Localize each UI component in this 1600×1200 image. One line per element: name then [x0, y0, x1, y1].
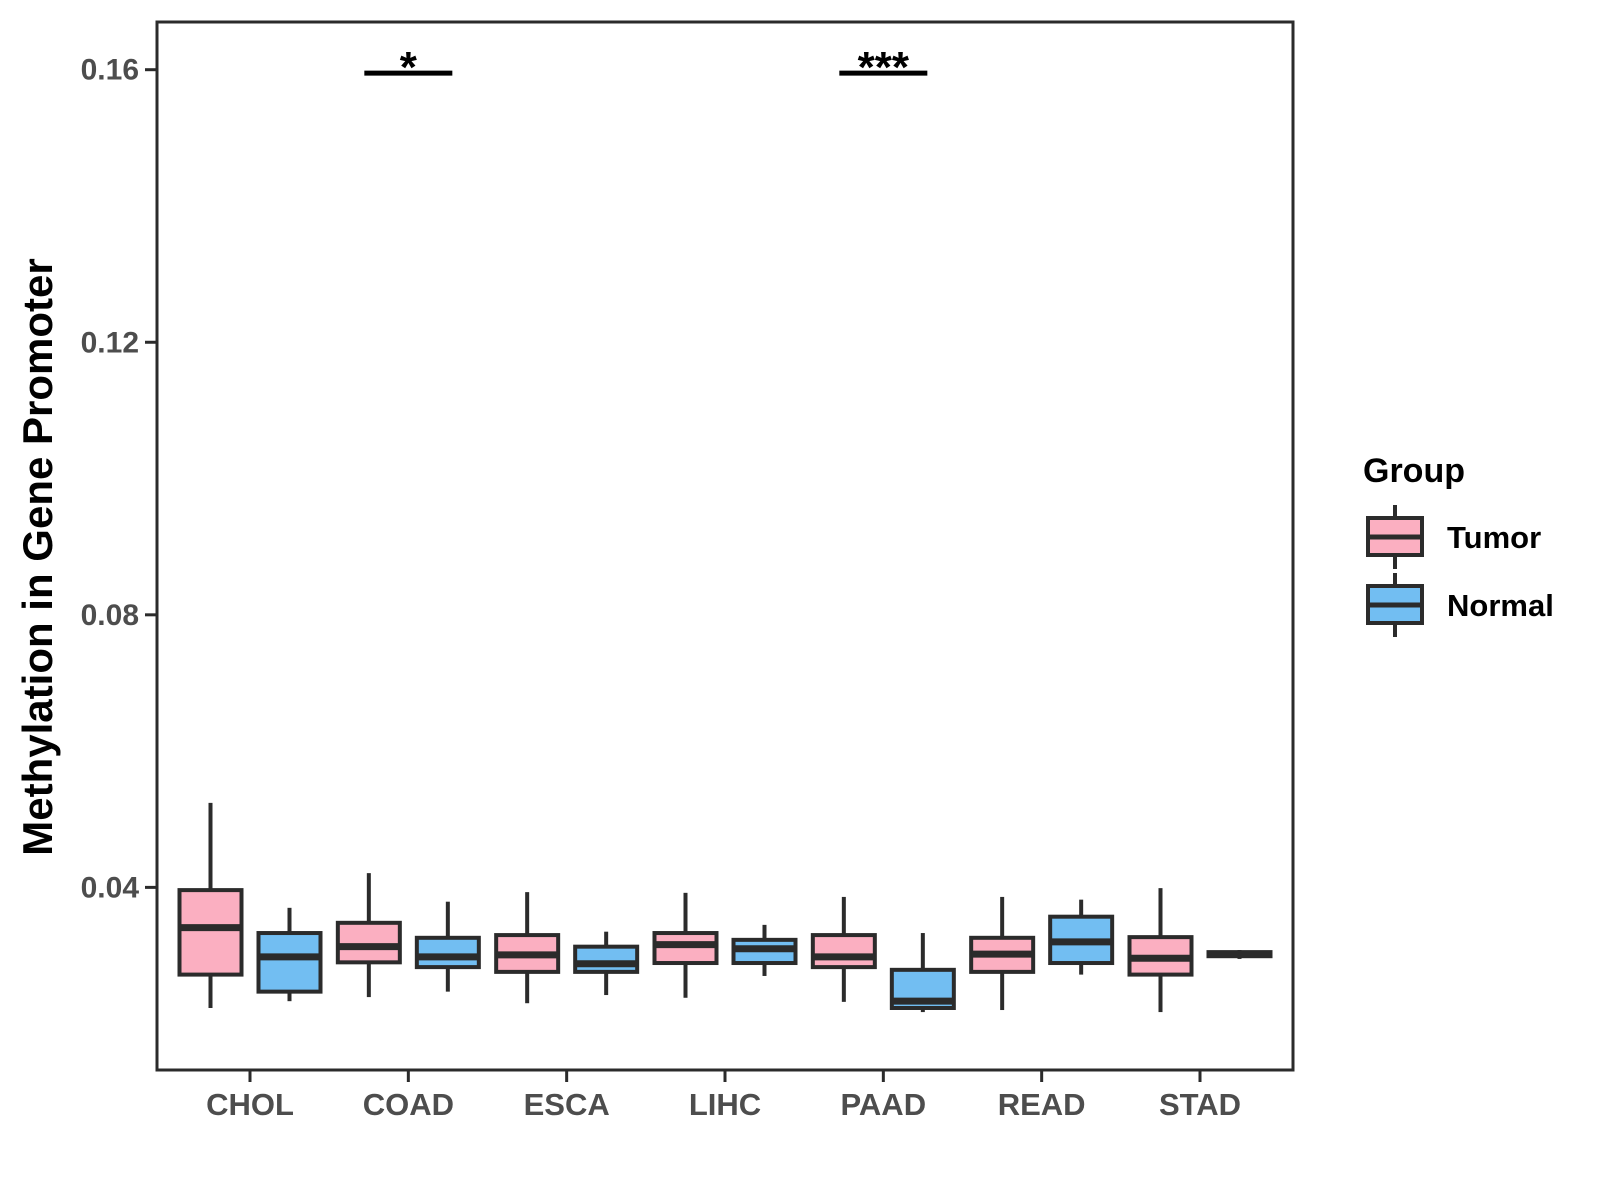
legend-label-normal: Normal — [1447, 588, 1554, 623]
x-axis-label-lihc: LIHC — [689, 1087, 761, 1122]
x-axis-label-stad: STAD — [1159, 1087, 1241, 1122]
significance-label-coad: * — [400, 43, 418, 92]
y-tick-label: 0.16 — [81, 54, 139, 87]
y-tick-label: 0.08 — [81, 599, 139, 632]
box-tumor-coad — [335, 920, 402, 965]
x-axis-label-esca: ESCA — [524, 1087, 610, 1122]
legend-label-tumor: Tumor — [1447, 520, 1541, 555]
significance-label-paad: *** — [858, 43, 910, 92]
box-tumor-chol — [177, 888, 244, 977]
legend-title: Group — [1363, 452, 1465, 490]
x-axis-label-coad: COAD — [363, 1087, 454, 1122]
box-normal-esca — [573, 944, 640, 974]
x-axis-label-chol: CHOL — [206, 1087, 294, 1122]
box-tumor-paad — [810, 933, 877, 970]
plot-panel-border — [155, 20, 1295, 1072]
box-normal-coad — [414, 935, 481, 970]
y-tick-label: 0.12 — [81, 326, 139, 359]
box-normal-chol — [256, 931, 323, 994]
x-axis-label-read: READ — [998, 1087, 1086, 1122]
x-axis-label-paad: PAAD — [841, 1087, 927, 1122]
y-tick-label: 0.04 — [81, 871, 140, 904]
